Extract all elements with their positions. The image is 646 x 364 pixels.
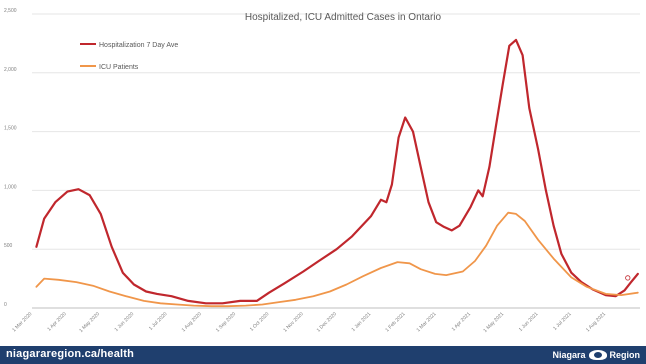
niagara-region-logo: Niagara Region [552, 349, 640, 361]
x-tick-label: 1 May 2021 [482, 311, 505, 334]
y-tick-label: 500 [4, 243, 13, 249]
x-tick-label: 1 May 2020 [78, 311, 101, 334]
y-tick-label: 1,000 [4, 184, 17, 190]
x-tick-label: 1 Apr 2021 [451, 311, 473, 333]
x-tick-label: 1 Sep 2020 [215, 311, 237, 333]
series-line-icu [35, 211, 639, 308]
logo-text-left: Niagara [552, 350, 586, 360]
x-tick-label: 1 Jul 2020 [148, 311, 169, 332]
x-tick-label: 1 Aug 2020 [181, 311, 203, 333]
chart-title: Hospitalized, ICU Admitted Cases in Onta… [245, 12, 442, 23]
y-tick-label: 1,500 [4, 126, 17, 132]
x-tick-label: 1 Jan 2021 [351, 311, 373, 333]
footer-bar: niagararegion.ca/health Niagara Region [0, 346, 646, 364]
x-tick-label: 1 Jun 2021 [518, 311, 540, 333]
end-marker [625, 275, 631, 281]
y-tick-label: 0 [4, 302, 7, 308]
x-tick-label: 1 Jul 2021 [552, 311, 573, 332]
legend-label: Hospitalization 7 Day Ave [99, 42, 178, 49]
x-tick-label: 1 Mar 2021 [416, 311, 438, 333]
line-chart: 0 500 1,000 1,500 2,000 2,500 1 Mar 2020 1 Apr … [4, 8, 640, 334]
logo-text-right: Region [609, 350, 641, 360]
x-tick-label: 1 Feb 2021 [384, 311, 406, 333]
logo-mark-icon [588, 350, 607, 360]
x-tick-label: 1 Mar 2020 [11, 311, 33, 333]
footer-url-link[interactable]: niagararegion.ca/health [6, 348, 135, 360]
x-tick-label: 1 Aug 2021 [585, 311, 607, 333]
x-tick-label: 1 Nov 2020 [282, 311, 304, 333]
x-tick-label: 1 Jun 2020 [114, 311, 136, 333]
legend-label: ICU Patients [99, 64, 139, 71]
y-tick-label: 2,000 [4, 67, 17, 73]
x-tick-label: 1 Oct 2020 [249, 311, 271, 333]
series-line-hospitalization [35, 38, 639, 305]
x-tick-label: 1 Dec 2020 [316, 311, 338, 333]
x-tick-label: 1 Apr 2020 [46, 311, 68, 333]
chart-container: 0 500 1,000 1,500 2,000 2,500 1 Mar 2020 1 Apr … [4, 8, 640, 334]
y-tick-label: 2,500 [4, 8, 17, 14]
